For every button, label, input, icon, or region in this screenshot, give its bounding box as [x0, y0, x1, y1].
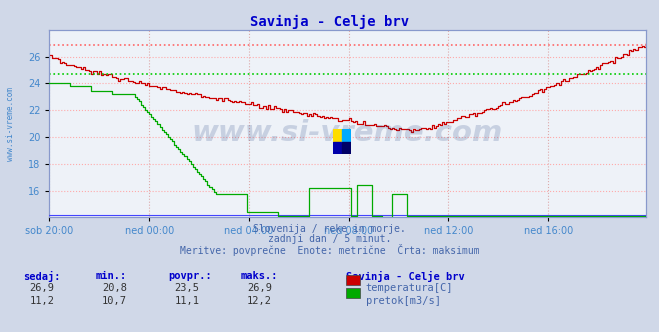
Text: Meritve: povprečne  Enote: metrične  Črta: maksimum: Meritve: povprečne Enote: metrične Črta:…: [180, 244, 479, 256]
Text: 11,1: 11,1: [175, 296, 200, 306]
Text: 23,5: 23,5: [175, 283, 200, 293]
Polygon shape: [333, 142, 342, 154]
Text: 26,9: 26,9: [30, 283, 55, 293]
Text: pretok[m3/s]: pretok[m3/s]: [366, 296, 441, 306]
Text: Savinja - Celje brv: Savinja - Celje brv: [346, 271, 465, 282]
Text: maks.:: maks.:: [241, 271, 278, 281]
Text: Savinja - Celje brv: Savinja - Celje brv: [250, 15, 409, 29]
Text: zadnji dan / 5 minut.: zadnji dan / 5 minut.: [268, 234, 391, 244]
Text: www.si-vreme.com: www.si-vreme.com: [192, 119, 503, 147]
Polygon shape: [333, 129, 342, 142]
Text: min.:: min.:: [96, 271, 127, 281]
Text: 12,2: 12,2: [247, 296, 272, 306]
Text: www.si-vreme.com: www.si-vreme.com: [6, 87, 15, 161]
Text: sedaj:: sedaj:: [23, 271, 61, 282]
Text: Slovenija / reke in morje.: Slovenija / reke in morje.: [253, 224, 406, 234]
Text: temperatura[C]: temperatura[C]: [366, 283, 453, 293]
Text: 11,2: 11,2: [30, 296, 55, 306]
Polygon shape: [342, 142, 351, 154]
Text: 26,9: 26,9: [247, 283, 272, 293]
Polygon shape: [342, 129, 351, 142]
Text: 10,7: 10,7: [102, 296, 127, 306]
Text: povpr.:: povpr.:: [168, 271, 212, 281]
Text: 20,8: 20,8: [102, 283, 127, 293]
